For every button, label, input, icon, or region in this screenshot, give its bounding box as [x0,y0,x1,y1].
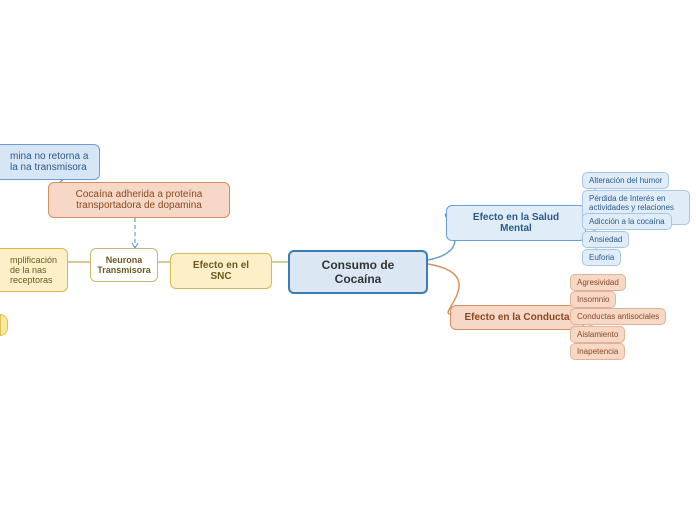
node-neurona[interactable]: Neurona Transmisora [90,248,158,282]
leaf-conducta[interactable]: Insomnio [570,291,616,308]
leaf-conducta[interactable]: Agresividad [570,274,626,291]
leaf-salud[interactable]: Euforia [582,249,621,266]
node-salud[interactable]: Efecto en la Salud Mental [446,205,586,241]
node-dopamina[interactable]: mina no retorna a la na transmisora [0,144,100,180]
center-node[interactable]: Consumo de Cocaína [288,250,428,294]
node-snc[interactable]: Efecto en el SNC [170,253,272,289]
leaf-conducta[interactable]: Conductas antisociales [570,308,666,325]
leaf-salud[interactable]: Ansiedad [582,231,629,248]
leaf-salud[interactable]: Adicción a la cocaína [582,213,672,230]
leaf-conducta[interactable]: Inapetencia [570,343,625,360]
leaf-conducta[interactable]: Aislamiento [570,326,625,343]
leaf-salud[interactable]: Alteración del humor [582,172,669,189]
partial-node[interactable] [0,314,8,336]
node-amplif[interactable]: mplificación de la nas receptoras [0,248,68,292]
node-protein[interactable]: Cocaína adherida a proteína transportado… [48,182,230,218]
node-conducta[interactable]: Efecto en la Conducta [450,305,584,330]
